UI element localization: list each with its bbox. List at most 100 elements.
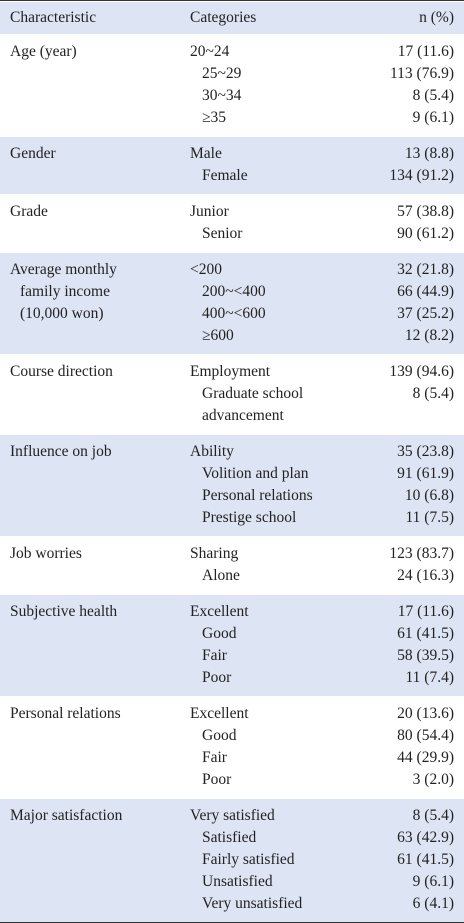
characteristic-text: Average monthly [10, 261, 117, 278]
characteristic-cell: Subjective health [0, 601, 190, 689]
characteristic-cell: Personal relations [0, 703, 190, 791]
category-text: Employment [190, 363, 271, 380]
n-cell: 139 (94.6) 8 (5.4) [360, 361, 464, 427]
characteristic-text: Course direction [10, 363, 113, 380]
categories-cell: <200 200~<400 400~<600 ≥600 [190, 259, 360, 347]
category-text: Fair [202, 749, 227, 766]
n-text: 44 (29.9) [397, 749, 454, 766]
characteristic-cell: Major satisfaction [0, 805, 190, 915]
characteristic-text: Age (year) [10, 43, 77, 60]
characteristic-text: Influence on job [10, 443, 112, 460]
categories-cell: Ability Volition and plan Personal relatio… [190, 441, 360, 529]
header-row: Characteristic Categories n (%) [0, 1, 464, 34]
n-cell: 32 (21.8) 66 (44.9) 37 (25.2) 12 (8.2) [360, 259, 464, 347]
categories-cell: 20~24 25~29 30~34 ≥35 [190, 41, 360, 129]
n-cell: 17 (11.6) 61 (41.5) 58 (39.5) 11 (7.4) [360, 601, 464, 689]
category-text: Satisfied [202, 829, 257, 846]
characteristic-text: Grade [10, 203, 48, 220]
n-text: 17 (11.6) [397, 603, 454, 620]
characteristic-cell: Influence on job [0, 441, 190, 529]
category-text: Excellent [190, 603, 249, 620]
category-text: Ability [190, 443, 234, 460]
group-row: Influence on job Ability Volition and plan… [0, 434, 464, 536]
n-text: 32 (21.8) [397, 261, 454, 278]
n-text: 61 (41.5) [397, 851, 454, 868]
category-text: Good [202, 727, 237, 744]
group-row: Grade Junior Senior 57 (38.8) 90 (61.2) [0, 194, 464, 252]
group-row: Personal relations Excellent Good Fair Poor 2… [0, 696, 464, 798]
n-text: 61 (41.5) [397, 625, 454, 642]
n-text: 12 (8.2) [404, 327, 454, 344]
group-row: Average monthly family income (10,000 won)… [0, 252, 464, 354]
n-text: 9 (6.1) [412, 873, 454, 890]
header-text: Characteristic [10, 9, 97, 26]
categories-cell: Junior Senior [190, 201, 360, 245]
n-text: 17 (11.6) [397, 43, 454, 60]
characteristic-cell: Grade [0, 201, 190, 245]
category-text: Excellent [190, 705, 249, 722]
n-cell: 35 (23.8) 91 (61.9) 10 (6.8) 11 (7.5) [360, 441, 464, 529]
n-cell: 17 (11.6) 113 (76.9) 8 (5.4) 9 (6.1) [360, 41, 464, 129]
group-row: Age (year) 20~24 25~29 30~34 ≥35 17 (11.6) 113… [0, 34, 464, 136]
spacer [360, 405, 454, 427]
category-text: 20~24 [190, 43, 230, 60]
category-text: Prestige school [202, 509, 297, 526]
n-text: 8 (5.4) [412, 385, 454, 402]
category-text: ≥35 [202, 109, 227, 126]
n-text: 113 (76.9) [390, 65, 454, 82]
category-text: <200 [190, 261, 222, 278]
categories-cell: Employment Graduate school advancement [190, 361, 360, 427]
category-text: Very unsatisfied [202, 895, 303, 912]
category-text: 30~34 [202, 87, 242, 104]
n-text: 123 (83.7) [389, 545, 454, 562]
n-text: 35 (23.8) [397, 443, 454, 460]
characteristic-cell: Gender [0, 143, 190, 187]
category-text: 400~<600 [202, 305, 266, 322]
category-text: Good [202, 625, 237, 642]
characteristic-text: (10,000 won) [20, 305, 104, 322]
header-text: Categories [190, 9, 257, 26]
n-text: 8 (5.4) [412, 87, 454, 104]
categories-cell: Excellent Good Fair Poor [190, 601, 360, 689]
n-text: 8 (5.4) [412, 807, 454, 824]
header-cell: Characteristic [0, 7, 190, 29]
characteristic-cell: Age (year) [0, 41, 190, 129]
group-row: Major satisfaction Very satisfied Satisfie… [0, 798, 464, 922]
n-cell: 13 (8.8) 134 (91.2) [360, 143, 464, 187]
n-text: 9 (6.1) [412, 109, 454, 126]
characteristic-text: Major satisfaction [10, 807, 123, 824]
category-text: Poor [202, 771, 232, 788]
n-text: 90 (61.2) [397, 225, 454, 242]
header-cell: Categories [190, 7, 360, 29]
category-text: Graduate school [202, 385, 304, 402]
characteristic-text: Job worries [10, 545, 82, 562]
n-text: 3 (2.0) [412, 771, 454, 788]
category-text: Volition and plan [202, 465, 309, 482]
category-text: ≥600 [202, 327, 234, 344]
categories-cell: Very satisfied Satisfied Fairly satisfied U… [190, 805, 360, 915]
categories-cell: Male Female [190, 143, 360, 187]
characteristic-text: family income [20, 283, 110, 300]
category-text: Junior [190, 203, 229, 220]
header-text: n (%) [419, 9, 454, 26]
n-text: 57 (38.8) [397, 203, 454, 220]
characteristic-cell: Course direction [0, 361, 190, 427]
n-text: 6 (4.1) [412, 895, 454, 912]
categories-cell: Sharing Alone [190, 543, 360, 587]
category-text: advancement [202, 407, 284, 424]
n-text: 80 (54.4) [397, 727, 454, 744]
category-text: 200~<400 [202, 283, 266, 300]
n-text: 134 (91.2) [389, 167, 454, 184]
characteristic-cell: Average monthly family income (10,000 won) [0, 259, 190, 347]
n-text: 63 (42.9) [397, 829, 454, 846]
n-cell: 57 (38.8) 90 (61.2) [360, 201, 464, 245]
characteristic-text: Personal relations [10, 705, 121, 722]
n-text: 20 (13.6) [397, 705, 454, 722]
group-row: Subjective health Excellent Good Fair Poor 17… [0, 594, 464, 696]
categories-cell: Excellent Good Fair Poor [190, 703, 360, 791]
n-text: 91 (61.9) [397, 465, 454, 482]
category-text: Sharing [190, 545, 239, 562]
n-cell: 20 (13.6) 80 (54.4) 44 (29.9) 3 (2.0) [360, 703, 464, 791]
